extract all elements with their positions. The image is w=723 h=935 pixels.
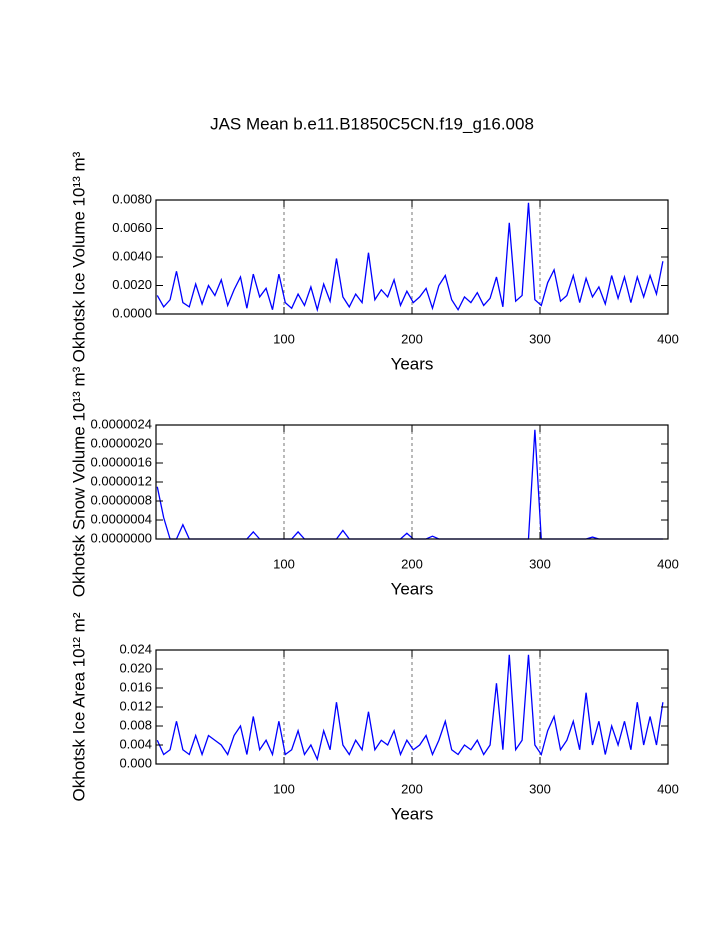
y-tick-label: 0.012: [119, 698, 152, 713]
data-line: [156, 654, 664, 762]
x-tick-label: 200: [401, 781, 423, 796]
y-tick-label: 0.004: [119, 736, 152, 751]
y-tick-label: 0.0000024: [91, 416, 152, 431]
y-tick-label: 0.0000012: [91, 473, 152, 488]
chart-title: JAS Mean b.e11.B1850C5CN.f19_g16.008: [210, 114, 534, 133]
y-tick-label: 0.024: [119, 641, 152, 656]
y-tick-label: 0.0000020: [91, 435, 152, 450]
y-tick-label: 0.0060: [112, 220, 152, 235]
y-tick-label: 0.016: [119, 679, 152, 694]
y-tick-label: 0.000: [119, 755, 152, 770]
x-axis-label: Years: [391, 579, 434, 598]
y-axis-label: Okhotsk Ice Area 10¹² m²: [69, 612, 88, 801]
x-tick-label: 400: [657, 556, 679, 571]
x-tick-label: 200: [401, 331, 423, 346]
x-tick-label: 100: [273, 556, 295, 571]
x-tick-label: 100: [273, 331, 295, 346]
x-tick-label: 300: [529, 781, 551, 796]
y-tick-label: 0.0000: [112, 305, 152, 320]
y-tick-label: 0.0000004: [91, 511, 152, 526]
y-tick-label: 0.0000008: [91, 492, 152, 507]
y-tick-label: 0.0040: [112, 248, 152, 263]
y-tick-label: 0.0000016: [91, 454, 152, 469]
x-tick-label: 200: [401, 556, 423, 571]
y-tick-label: 0.008: [119, 717, 152, 732]
x-tick-label: 300: [529, 331, 551, 346]
y-tick-label: 0.0000000: [91, 530, 152, 545]
y-tick-label: 0.0080: [112, 191, 152, 206]
x-tick-label: 300: [529, 556, 551, 571]
y-axis-label: Okhotsk Snow Volume 10¹³ m³: [69, 366, 88, 597]
data-line: [156, 202, 664, 313]
x-tick-label: 400: [657, 331, 679, 346]
x-tick-label: 100: [273, 781, 295, 796]
y-axis-label: Okhotsk Ice Volume 10¹³ m³: [69, 151, 88, 362]
y-tick-label: 0.0020: [112, 277, 152, 292]
x-axis-label: Years: [391, 354, 434, 373]
x-tick-label: 400: [657, 781, 679, 796]
x-axis-label: Years: [391, 804, 434, 823]
y-tick-label: 0.020: [119, 660, 152, 675]
